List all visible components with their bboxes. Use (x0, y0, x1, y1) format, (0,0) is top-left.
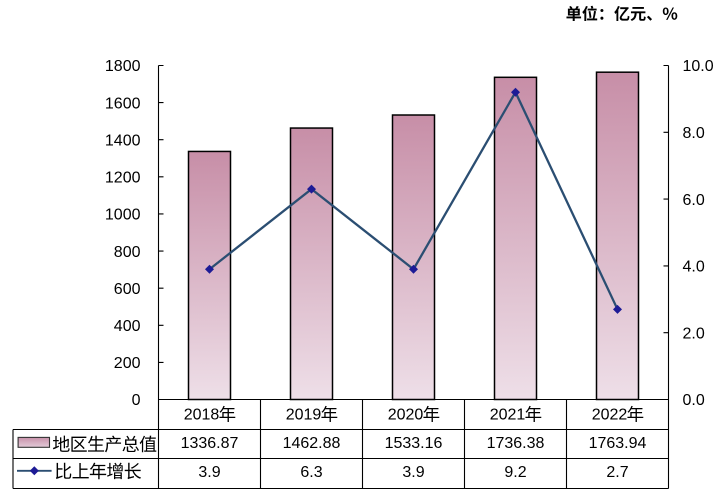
svg-text:0.0: 0.0 (683, 392, 705, 409)
svg-text:1800: 1800 (105, 58, 141, 75)
svg-text:2019: 2019 (286, 406, 322, 423)
svg-text:1533.16: 1533.16 (385, 435, 443, 452)
svg-text:4.0: 4.0 (683, 259, 705, 276)
svg-text:1600: 1600 (105, 95, 141, 112)
svg-text:3.9: 3.9 (402, 464, 424, 481)
svg-text:200: 200 (114, 355, 141, 372)
svg-text:2018: 2018 (184, 406, 220, 423)
svg-text:400: 400 (114, 318, 141, 335)
svg-text:0: 0 (132, 392, 141, 409)
svg-text:2.7: 2.7 (606, 464, 628, 481)
svg-text:2021: 2021 (490, 406, 526, 423)
svg-text:2.0: 2.0 (683, 325, 705, 342)
svg-text:3.9: 3.9 (198, 464, 220, 481)
svg-text:6.3: 6.3 (300, 464, 322, 481)
svg-text:8.0: 8.0 (683, 125, 705, 142)
svg-text:10.0: 10.0 (683, 58, 714, 75)
svg-text:2022: 2022 (592, 406, 628, 423)
svg-text:1763.94: 1763.94 (589, 435, 647, 452)
svg-text:1200: 1200 (105, 170, 141, 187)
svg-text:1336.87: 1336.87 (181, 435, 239, 452)
svg-text:2020: 2020 (388, 406, 424, 423)
svg-text:6.0: 6.0 (683, 192, 705, 209)
svg-text:1736.38: 1736.38 (487, 435, 545, 452)
svg-text:9.2: 9.2 (504, 464, 526, 481)
svg-text:1000: 1000 (105, 207, 141, 224)
svg-text:1400: 1400 (105, 132, 141, 149)
svg-text:1462.88: 1462.88 (283, 435, 341, 452)
svg-text:600: 600 (114, 281, 141, 298)
svg-text:800: 800 (114, 244, 141, 261)
